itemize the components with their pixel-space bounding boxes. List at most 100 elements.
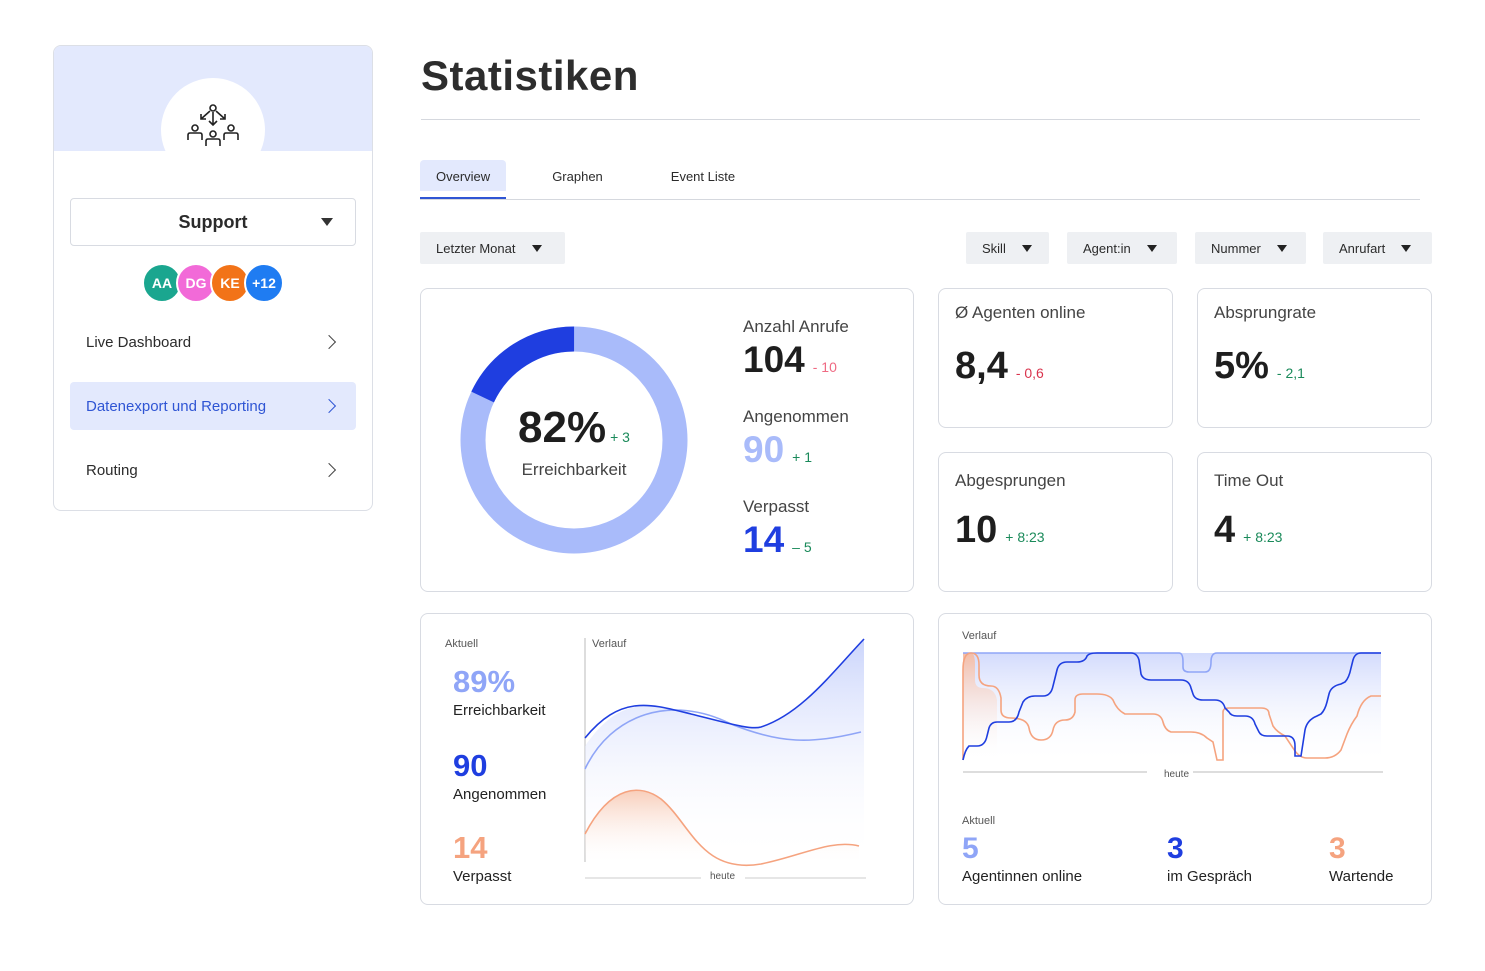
tab-label: Overview xyxy=(420,160,507,191)
kpi-delta: - 0,6 xyxy=(1015,365,1044,381)
team-sidebar: Support AA DG KE +12 Live Dashboard Date… xyxy=(53,45,373,511)
area-online xyxy=(963,653,1381,765)
kpi-value-row: 5% - 2,1 xyxy=(1214,345,1305,388)
page-title: Statistiken xyxy=(421,52,639,99)
agents-online-label: Agentinnen online xyxy=(962,868,1083,885)
missed-value-row: 14 – 5 xyxy=(743,519,812,561)
caret-down-icon xyxy=(321,218,333,226)
team-avatars: AA DG KE +12 xyxy=(142,263,284,303)
trend-reach-value: 89% xyxy=(453,664,516,699)
history-label: Verlauf xyxy=(962,630,997,642)
call-type-filter-label: Anrufart xyxy=(1339,240,1386,256)
kpi-delta: + 8:23 xyxy=(1243,529,1283,545)
calls-stat: Anzahl Anrufe 104 - 10 xyxy=(743,317,849,381)
history-label: Verlauf xyxy=(592,638,627,650)
title-divider xyxy=(421,119,1420,120)
sidebar-item-datenexport[interactable]: Datenexport und Reporting xyxy=(70,382,356,430)
avatar[interactable]: KE xyxy=(210,263,250,303)
missed-stat: Verpasst 14 – 5 xyxy=(743,497,812,561)
kpi-delta: + 8:23 xyxy=(1005,529,1045,545)
agents-online-stat: 5 Agentinnen online xyxy=(962,832,1082,885)
reachability-label: Erreichbarkeit xyxy=(521,460,627,479)
sidebar-item-label: Routing xyxy=(86,461,138,479)
sidebar-item-label: Live Dashboard xyxy=(86,333,192,351)
kpi-label: Ø Agenten online xyxy=(955,303,1086,322)
kpi-label: Time Out xyxy=(1214,471,1284,490)
calls-value-row: 104 - 10 xyxy=(743,339,849,381)
agent-filter-label: Agent:in xyxy=(1083,240,1131,256)
tab-graphen[interactable]: Graphen xyxy=(530,160,625,199)
waiting-value: 3 xyxy=(1329,832,1346,865)
skill-filter-label: Skill xyxy=(982,240,1006,256)
reachability-percent: 82% + 3 xyxy=(459,403,689,453)
trend-missed: 14 Verpasst xyxy=(453,830,511,885)
period-filter-label: Letzter Monat xyxy=(436,240,516,256)
team-icon-circle xyxy=(161,78,265,182)
agents-online-value: 5 xyxy=(962,832,979,865)
calls-delta: - 10 xyxy=(812,359,837,375)
kpi-value: 8,4 xyxy=(955,345,1008,387)
agent-filter[interactable]: Agent:in xyxy=(1067,232,1177,264)
call-type-filter[interactable]: Anrufart xyxy=(1323,232,1432,264)
kpi-value: 5% xyxy=(1214,345,1269,387)
number-filter-label: Nummer xyxy=(1211,240,1261,256)
reachability-delta: + 3 xyxy=(610,429,630,445)
today-label: heute xyxy=(1164,769,1190,780)
waiting-label: Wartende xyxy=(1329,868,1394,885)
kpi-timeout: Time Out 4 + 8:23 xyxy=(1197,452,1432,592)
kpi-value-row: 10 + 8:23 xyxy=(955,509,1045,552)
kpi-value: 4 xyxy=(1214,509,1236,551)
line-missed xyxy=(584,789,860,867)
number-filter[interactable]: Nummer xyxy=(1195,232,1306,264)
avatar-more-count[interactable]: +12 xyxy=(244,263,284,303)
trend-missed-label: Verpasst xyxy=(453,868,512,885)
kpi-bounce-rate: Absprungrate 5% - 2,1 xyxy=(1197,288,1432,428)
tab-event-liste[interactable]: Event Liste xyxy=(649,160,757,199)
kpi-value-row: 8,4 - 0,6 xyxy=(955,345,1044,388)
reachability-value: 82% xyxy=(518,403,607,452)
accepted-label: Angenommen xyxy=(743,407,849,426)
reachability-donut: 82% + 3 Erreichbarkeit xyxy=(459,325,689,555)
line-online xyxy=(963,652,1381,673)
reachability-card: 82% + 3 Erreichbarkeit Anzahl Anrufe 104-… xyxy=(420,288,914,592)
avatar[interactable]: AA xyxy=(142,263,182,303)
current-label: Aktuell xyxy=(445,638,479,650)
tab-overview[interactable]: Overview xyxy=(420,160,507,199)
accepted-value: 90 xyxy=(743,429,785,470)
tab-label: Graphen xyxy=(552,169,603,184)
trend-accepted-label: Angenommen xyxy=(453,786,547,803)
caret-down-icon xyxy=(1021,244,1032,252)
chevron-right-icon xyxy=(321,334,337,350)
tab-bar: Overview Graphen Event Liste xyxy=(420,160,1420,200)
current-label: Aktuell xyxy=(962,815,996,827)
kpi-value-row: 4 + 8:23 xyxy=(1214,509,1282,552)
trend-accepted: 90 Angenommen xyxy=(453,748,546,803)
kpi-value: 10 xyxy=(955,509,998,551)
team-hierarchy-icon xyxy=(187,104,239,146)
tab-label: Event Liste xyxy=(670,169,736,184)
trend-missed-value: 14 xyxy=(453,830,488,865)
caret-down-icon xyxy=(1146,244,1157,252)
skill-filter[interactable]: Skill xyxy=(966,232,1049,264)
in-call-label: im Gespräch xyxy=(1167,868,1253,885)
in-call-value: 3 xyxy=(1167,832,1184,865)
caret-down-icon xyxy=(1276,244,1287,252)
caret-down-icon xyxy=(531,244,542,252)
sidebar-item-routing[interactable]: Routing xyxy=(70,446,356,494)
donut-center: 82% + 3 Erreichbarkeit xyxy=(459,325,689,555)
trend-reach: 89% Erreichbarkeit xyxy=(453,664,546,719)
chevron-right-icon xyxy=(321,462,337,478)
line-reach xyxy=(584,638,865,739)
kpi-delta: - 2,1 xyxy=(1276,365,1305,381)
sidebar-item-label: Datenexport und Reporting xyxy=(86,397,267,415)
team-select[interactable]: Support xyxy=(70,198,356,246)
area-missed xyxy=(585,790,859,866)
calls-value: 104 xyxy=(743,339,805,380)
sidebar-item-live-dashboard[interactable]: Live Dashboard xyxy=(70,318,356,366)
missed-delta: – 5 xyxy=(792,539,812,555)
line-talking xyxy=(962,652,1381,761)
today-label: heute xyxy=(710,871,736,882)
trend-chart xyxy=(584,638,866,879)
period-filter[interactable]: Letzter Monat xyxy=(420,232,565,264)
kpi-label: Absprungrate xyxy=(1214,303,1317,322)
